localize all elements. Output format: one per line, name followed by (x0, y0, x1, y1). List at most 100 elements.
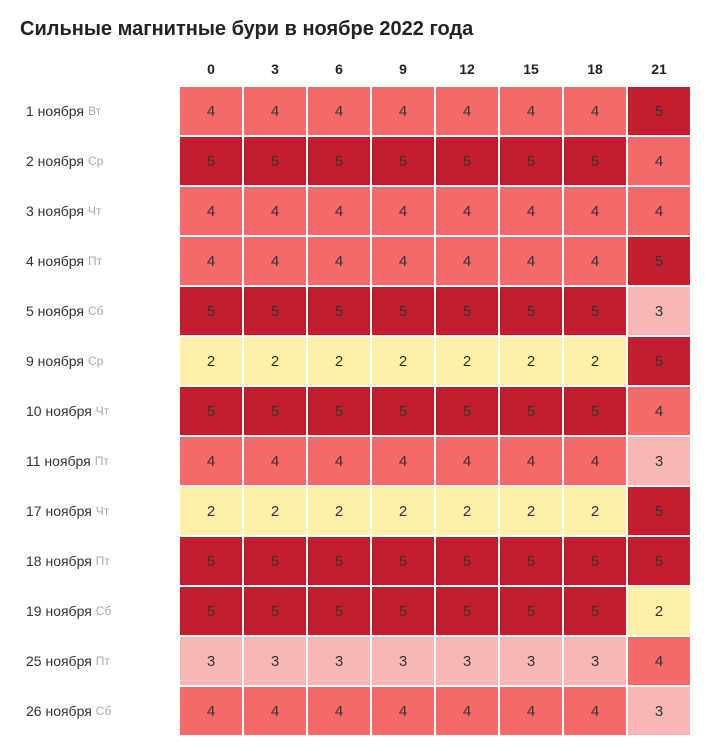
heatmap-cell: 5 (308, 587, 370, 635)
heatmap-cell: 3 (564, 637, 626, 685)
column-header: 12 (436, 55, 498, 85)
heatmap-cell: 4 (180, 437, 242, 485)
row-date: 19 ноября (26, 603, 92, 619)
row-dow: Сб (88, 304, 104, 318)
heatmap-cell: 2 (244, 337, 306, 385)
column-header: 15 (500, 55, 562, 85)
heatmap-cell: 5 (308, 137, 370, 185)
heatmap-cell: 5 (308, 287, 370, 335)
heatmap-cell: 5 (436, 137, 498, 185)
heatmap-cell: 5 (500, 587, 562, 635)
heatmap-cell: 4 (308, 187, 370, 235)
row-date: 9 ноября (26, 353, 84, 369)
heatmap-cell: 3 (628, 287, 690, 335)
row-date: 10 ноября (26, 403, 92, 419)
heatmap-cell: 2 (372, 487, 434, 535)
row-label: 2 ноябряСр (20, 137, 178, 185)
heatmap-cell: 5 (628, 87, 690, 135)
row-dow: Вт (88, 104, 101, 118)
row-dow: Чт (96, 404, 110, 418)
heatmap-cell: 4 (244, 237, 306, 285)
row-label: 9 ноябряСр (20, 337, 178, 385)
row-date: 2 ноября (26, 153, 84, 169)
heatmap-cell: 5 (500, 287, 562, 335)
heatmap-cell: 5 (564, 137, 626, 185)
heatmap-cell: 5 (244, 587, 306, 635)
heatmap-cell: 2 (564, 487, 626, 535)
column-header: 6 (308, 55, 370, 85)
heatmap-cell: 4 (564, 87, 626, 135)
heatmap-cell: 5 (372, 287, 434, 335)
heatmap-cell: 3 (500, 637, 562, 685)
heatmap-cell: 3 (628, 687, 690, 735)
row-label: 10 ноября Чт (20, 387, 178, 435)
heatmap-cell: 2 (628, 587, 690, 635)
heatmap-cell: 5 (180, 287, 242, 335)
row-label: 11 ноябряПт (20, 437, 178, 485)
heatmap-cell: 5 (500, 137, 562, 185)
heatmap-cell: 4 (564, 687, 626, 735)
heatmap-cell: 2 (308, 337, 370, 385)
heatmap-cell: 2 (180, 487, 242, 535)
heatmap-cell: 5 (564, 387, 626, 435)
heatmap-cell: 2 (372, 337, 434, 385)
column-header: 3 (244, 55, 306, 85)
row-label: 17 ноябряЧт (20, 487, 178, 535)
heatmap-cell: 3 (436, 637, 498, 685)
heatmap-cell: 4 (244, 187, 306, 235)
row-dow: Пт (88, 254, 102, 268)
heatmap-cell: 5 (628, 337, 690, 385)
heatmap-cell: 4 (564, 437, 626, 485)
heatmap-cell: 4 (564, 187, 626, 235)
heatmap-cell: 4 (436, 87, 498, 135)
heatmap-cell: 5 (628, 537, 690, 585)
heatmap-cell: 5 (372, 587, 434, 635)
heatmap-cell: 4 (436, 187, 498, 235)
grid-corner (20, 55, 178, 85)
heatmap-cell: 5 (436, 537, 498, 585)
heatmap-cell: 4 (180, 187, 242, 235)
row-dow: Сб (96, 704, 112, 718)
heatmap-cell: 5 (372, 387, 434, 435)
chart-title: Сильные магнитные бури в ноябре 2022 год… (20, 18, 700, 41)
heatmap-cell: 4 (244, 87, 306, 135)
heatmap-cell: 5 (628, 487, 690, 535)
heatmap-cell: 4 (500, 437, 562, 485)
heatmap-cell: 2 (500, 487, 562, 535)
row-date: 4 ноября (26, 253, 84, 269)
row-label: 5 ноябряСб (20, 287, 178, 335)
heatmap-cell: 4 (372, 687, 434, 735)
row-label: 18 ноябряПт (20, 537, 178, 585)
heatmap-cell: 4 (628, 137, 690, 185)
row-dow: Пт (96, 654, 110, 668)
column-header: 9 (372, 55, 434, 85)
heatmap-cell: 5 (564, 537, 626, 585)
heatmap-cell: 4 (628, 387, 690, 435)
heatmap-cell: 4 (244, 437, 306, 485)
row-date: 11 ноября (26, 453, 91, 469)
row-date: 3 ноября (26, 203, 84, 219)
heatmap-cell: 5 (500, 387, 562, 435)
heatmap-cell: 4 (628, 637, 690, 685)
heatmap-cell: 4 (564, 237, 626, 285)
heatmap-cell: 4 (180, 87, 242, 135)
heatmap-cell: 4 (436, 687, 498, 735)
heatmap-cell: 3 (372, 637, 434, 685)
column-header: 18 (564, 55, 626, 85)
heatmap-cell: 4 (372, 437, 434, 485)
heatmap-cell: 4 (308, 687, 370, 735)
heatmap-cell: 2 (180, 337, 242, 385)
heatmap-cell: 5 (372, 137, 434, 185)
heatmap-cell: 5 (436, 587, 498, 635)
heatmap-cell: 5 (244, 387, 306, 435)
heatmap-cell: 4 (500, 87, 562, 135)
heatmap-cell: 4 (308, 237, 370, 285)
heatmap-cell: 4 (436, 437, 498, 485)
row-dow: Чт (88, 204, 102, 218)
heatmap-cell: 3 (244, 637, 306, 685)
heatmap-cell: 5 (180, 587, 242, 635)
heatmap-cell: 4 (244, 687, 306, 735)
heatmap-cell: 5 (244, 537, 306, 585)
heatmap-cell: 5 (308, 537, 370, 585)
heatmap-cell: 2 (244, 487, 306, 535)
